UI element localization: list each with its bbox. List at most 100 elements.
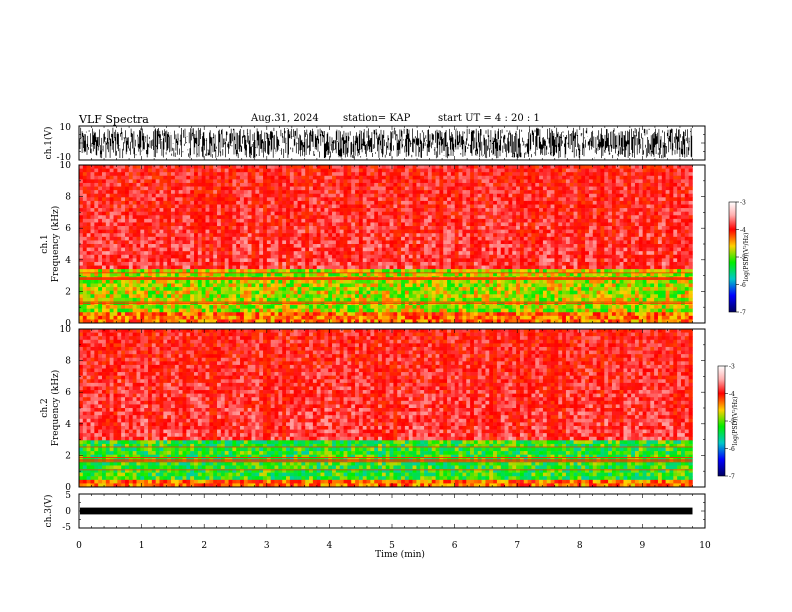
spectrogram-cell: [317, 244, 321, 248]
spectrogram-cell: [332, 305, 336, 309]
spectrogram-cell: [478, 237, 482, 241]
spectrogram-cell: [121, 165, 125, 169]
spectrogram-cell: [171, 230, 175, 234]
spectrogram-cell: [432, 269, 436, 273]
spectrogram-cell: [206, 205, 210, 209]
spectrogram-cell: [432, 291, 436, 295]
spectrogram-cell: [232, 305, 236, 309]
spectrogram-cell: [198, 205, 202, 209]
spectrogram-cell: [294, 269, 298, 273]
spectrogram-cell: [340, 266, 344, 270]
spectrogram-cell: [313, 226, 317, 230]
spectrogram-cell: [152, 215, 156, 219]
spectrogram-cell: [221, 183, 225, 187]
spectrogram-cell: [382, 269, 386, 273]
spectrogram-cell: [332, 215, 336, 219]
spectrogram-cell: [133, 208, 137, 212]
spectrogram-cell: [171, 316, 175, 320]
spectrogram-cell: [194, 187, 198, 191]
spectrogram-cell: [286, 165, 290, 169]
spectrogram-cell: [232, 266, 236, 270]
spectrogram-cell: [156, 273, 160, 277]
spectrogram-cell: [179, 176, 183, 180]
spectrogram-cell: [240, 312, 244, 316]
spectrogram-cell: [255, 244, 259, 248]
spectrogram-cell: [175, 312, 179, 316]
spectrogram-cell: [179, 230, 183, 234]
spectrogram-cell: [206, 309, 210, 313]
spectrogram-cell: [167, 208, 171, 212]
spectrogram-cell: [439, 176, 443, 180]
spectrogram-cell: [125, 258, 129, 262]
spectrogram-cell: [344, 230, 348, 234]
spectrogram-cell: [275, 309, 279, 313]
spectrogram-cell: [217, 201, 221, 205]
spectrogram-cell: [229, 316, 233, 320]
spectrogram-cell: [183, 205, 187, 209]
spectrogram-cell: [478, 255, 482, 259]
spectrogram-cell: [252, 169, 256, 173]
spectrogram-cell: [439, 280, 443, 284]
spectrogram-cell: [259, 287, 263, 291]
spectrogram-cell: [160, 284, 164, 288]
spectrogram-cell: [382, 262, 386, 266]
spectrogram-cell: [447, 190, 451, 194]
spectrogram-cell: [232, 312, 236, 316]
spectrogram-cell: [455, 287, 459, 291]
spectrogram-cell: [232, 291, 236, 295]
spectrogram-cell: [397, 205, 401, 209]
spectrogram-cell: [439, 205, 443, 209]
spectrogram-cell: [382, 165, 386, 169]
spectrogram-cell: [125, 309, 129, 313]
spectrogram-cell: [206, 176, 210, 180]
spectrogram-cell: [244, 219, 248, 223]
spectrogram-cell: [409, 287, 413, 291]
spectrogram-cell: [367, 269, 371, 273]
spectrogram-cell: [114, 298, 118, 302]
spectrogram-cell: [163, 255, 167, 259]
spectrogram-cell: [436, 197, 440, 201]
spectrogram-cell: [351, 316, 355, 320]
spectrogram-cell: [455, 294, 459, 298]
spectrogram-cell: [294, 298, 298, 302]
spectrogram-cell: [236, 280, 240, 284]
spectrogram-cell: [374, 230, 378, 234]
spectrogram-cell: [198, 258, 202, 262]
spectrogram-cell: [110, 262, 114, 266]
spectrogram-cell: [83, 176, 87, 180]
spectrogram-cell: [148, 201, 152, 205]
spectrogram-cell: [405, 280, 409, 284]
spectrogram-cell: [455, 255, 459, 259]
spectrogram-cell: [382, 176, 386, 180]
spectrogram-cell: [129, 172, 133, 176]
spectrogram-cell: [405, 251, 409, 255]
spectrogram-cell: [98, 187, 102, 191]
spectrogram-cell: [390, 205, 394, 209]
spectrogram-cell: [255, 312, 259, 316]
spectrogram-cell: [482, 230, 486, 234]
spectrogram-cell: [447, 294, 451, 298]
spectrogram-cell: [290, 230, 294, 234]
spectrogram-cell: [114, 244, 118, 248]
spectrogram-cell: [466, 237, 470, 241]
spectrogram-cell: [466, 248, 470, 252]
spectrogram-cell: [305, 219, 309, 223]
spectrogram-cell: [117, 233, 121, 237]
spectrogram-cell: [156, 208, 160, 212]
spectrogram-cell: [194, 169, 198, 173]
spectrogram-cell: [183, 280, 187, 284]
spectrogram-cell: [209, 212, 213, 216]
spectrogram-cell: [244, 294, 248, 298]
spectrogram-cell: [236, 294, 240, 298]
spectrogram-cell: [459, 312, 463, 316]
spectrogram-cell: [144, 244, 148, 248]
spectrogram-cell: [355, 251, 359, 255]
spectrogram-cell: [106, 240, 110, 244]
spectrogram-cell: [470, 226, 474, 230]
spectrogram-cell: [121, 201, 125, 205]
spectrogram-cell: [186, 240, 190, 244]
spectrogram-cell: [278, 266, 282, 270]
spectrogram-cell: [286, 205, 290, 209]
spectrogram-cell: [359, 284, 363, 288]
spectrogram-cell: [167, 269, 171, 273]
